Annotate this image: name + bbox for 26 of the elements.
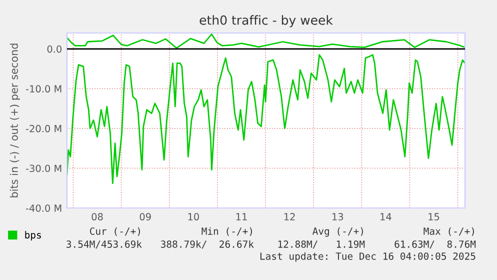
text: Avg (-/+) — [312, 227, 363, 237]
text: 61.63M/ 8.76M — [394, 240, 476, 249]
chart-title: eth0 traffic - by week — [200, 15, 333, 28]
x-tick-label: 09 — [140, 213, 151, 220]
x-tick-label: 12 — [284, 213, 295, 220]
text: 388.79k/ 26.67k — [161, 240, 254, 249]
text: Min (-/+) — [202, 227, 252, 236]
text: Max (-/+) — [424, 227, 474, 236]
y-tick-label: -40.0 M — [26, 204, 62, 212]
text: Last update: Tue Dec 16 04:00:05 2025 — [260, 252, 476, 262]
y-tick-label: -10.0 M — [26, 85, 62, 93]
x-tick-label: 11 — [236, 213, 247, 220]
legend-label: bps — [25, 231, 41, 240]
text: 12.88M/ 1.19M — [278, 240, 365, 249]
y-tick-label: 0.0 — [47, 45, 62, 53]
y-tick-label: -20.0 M — [26, 124, 62, 132]
x-tick-label: 15 — [428, 213, 440, 220]
x-tick-label: 13 — [332, 213, 344, 220]
y-tick-label: -30.0 M — [26, 164, 62, 172]
text: Cur (-/+) — [90, 227, 140, 236]
line-series — [67, 54, 465, 184]
y-axis-title: bits in (-) / out (+) per second — [10, 44, 20, 198]
x-tick-label: 08 — [92, 213, 103, 220]
x-tick-label: 10 — [188, 213, 199, 220]
text: 3.54M/453.69k — [66, 240, 142, 249]
x-tick-label: 14 — [380, 213, 392, 220]
